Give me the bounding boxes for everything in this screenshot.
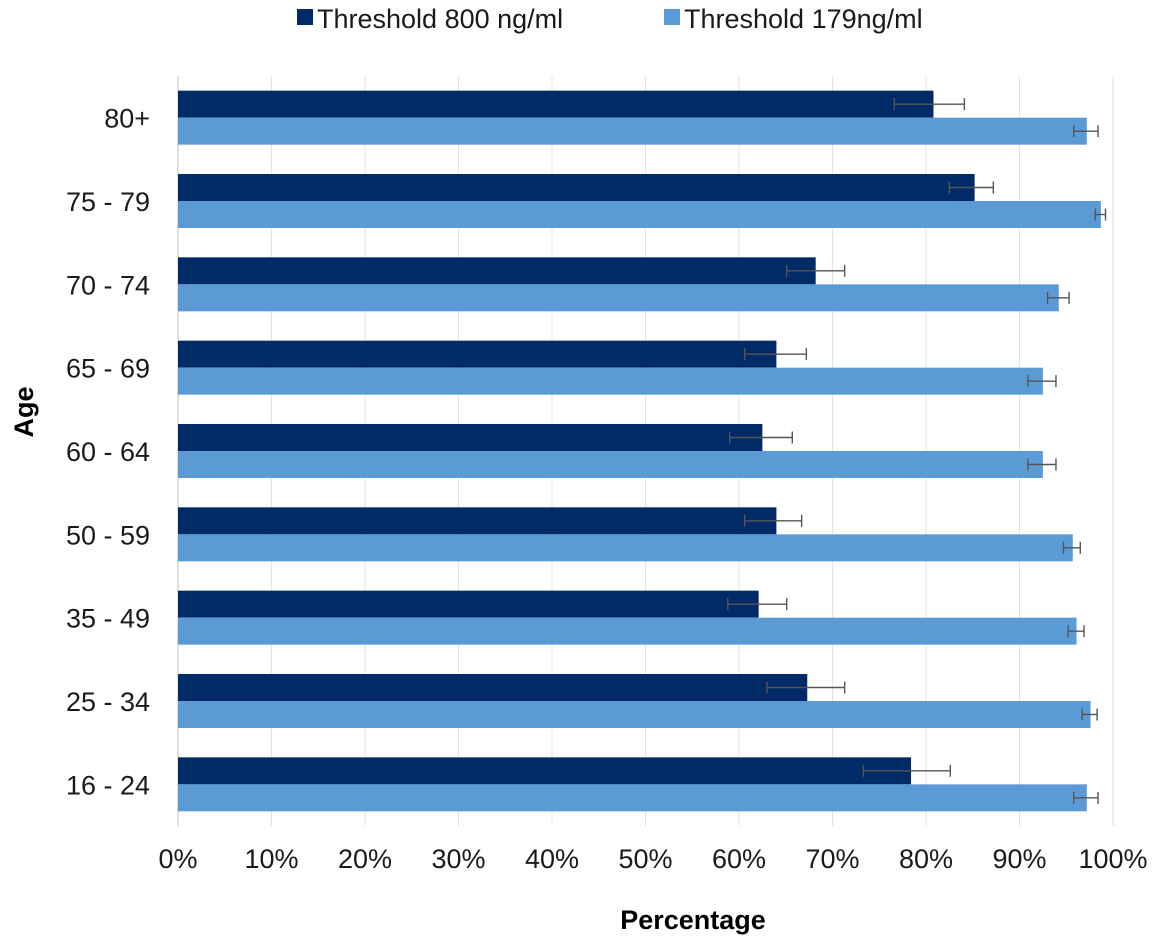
error-bar-series-2 (1046, 291, 1070, 304)
bar-series-1 (178, 674, 808, 701)
x-tick-label: 100% (1078, 844, 1147, 874)
bar-series-1 (178, 90, 934, 118)
legend: Threshold 800 ng/ml Threshold 179ng/ml (297, 4, 923, 34)
x-tick-label: 10% (244, 844, 298, 874)
x-tick-label: 0% (158, 844, 197, 874)
error-bar-series-1 (743, 348, 808, 361)
x-axis-tick-labels: 0% 10% 20% 30% 40% 50% 60% 70% 80% 90% 100% (158, 844, 1147, 874)
bar-series-1 (178, 257, 816, 285)
error-bar-series-1 (948, 181, 995, 194)
legend-swatch-series-2 (664, 9, 680, 25)
error-bar-series-2 (1027, 375, 1057, 388)
x-tick-label: 80% (899, 844, 953, 874)
bar-series-2 (178, 451, 1043, 478)
bar-series-2 (178, 117, 1087, 145)
y-tick-label: 80+ (104, 104, 150, 134)
bar-series-2 (178, 284, 1059, 312)
x-tick-label: 20% (338, 844, 392, 874)
y-tick-label: 60 - 64 (66, 437, 150, 467)
bar-series-2 (178, 201, 1101, 228)
x-tick-label: 70% (805, 844, 859, 874)
bar-series-1 (178, 424, 763, 451)
bar-series-2 (178, 534, 1073, 562)
legend-swatch-series-1 (297, 9, 313, 25)
error-bar-series-1 (862, 764, 952, 777)
error-bar-series-1 (727, 598, 788, 611)
bar-series-2 (178, 784, 1087, 812)
x-tick-label: 90% (992, 844, 1046, 874)
y-tick-label: 16 - 24 (66, 770, 150, 800)
bar-series-2 (178, 617, 1077, 645)
x-tick-label: 30% (431, 844, 485, 874)
bars (178, 90, 1101, 812)
x-axis-title: Percentage (620, 905, 766, 935)
bar-series-2 (178, 701, 1091, 728)
bar-series-1 (178, 507, 777, 535)
error-bar-series-2 (1027, 458, 1057, 471)
legend-label-series-1: Threshold 800 ng/ml (317, 4, 563, 34)
y-tick-label: 75 - 79 (66, 187, 150, 217)
error-bar-series-2 (1081, 708, 1098, 721)
bar-series-1 (178, 174, 975, 201)
bar-series-2 (178, 367, 1043, 395)
bar-series-1 (178, 590, 759, 618)
error-bar-series-2 (1073, 125, 1099, 138)
bar-series-1 (178, 340, 777, 368)
y-tick-label: 65 - 69 (66, 354, 150, 384)
y-tick-label: 50 - 59 (66, 520, 150, 550)
error-bar-series-1 (785, 264, 846, 277)
error-bars (727, 98, 1107, 804)
y-axis-title: Age (9, 386, 39, 437)
error-bar-series-1 (766, 681, 846, 694)
error-bar-series-2 (1094, 208, 1107, 221)
y-tick-label: 25 - 34 (66, 687, 150, 717)
error-bar-series-2 (1067, 625, 1085, 638)
y-axis-tick-labels: 80+ 75 - 79 70 - 74 65 - 69 60 - 64 50 - 59 35… (66, 104, 150, 801)
error-bar-series-2 (1073, 791, 1099, 804)
y-tick-label: 35 - 49 (66, 604, 150, 634)
error-bar-series-1 (893, 98, 966, 111)
error-bar-series-1 (728, 431, 793, 444)
bar-series-1 (178, 757, 912, 785)
x-tick-label: 50% (618, 844, 672, 874)
x-tick-label: 40% (525, 844, 579, 874)
error-bar-series-1 (743, 514, 803, 527)
legend-label-series-2: Threshold 179ng/ml (684, 4, 923, 34)
error-bar-series-2 (1062, 541, 1081, 554)
y-tick-label: 70 - 74 (66, 270, 150, 300)
x-tick-label: 60% (712, 844, 766, 874)
